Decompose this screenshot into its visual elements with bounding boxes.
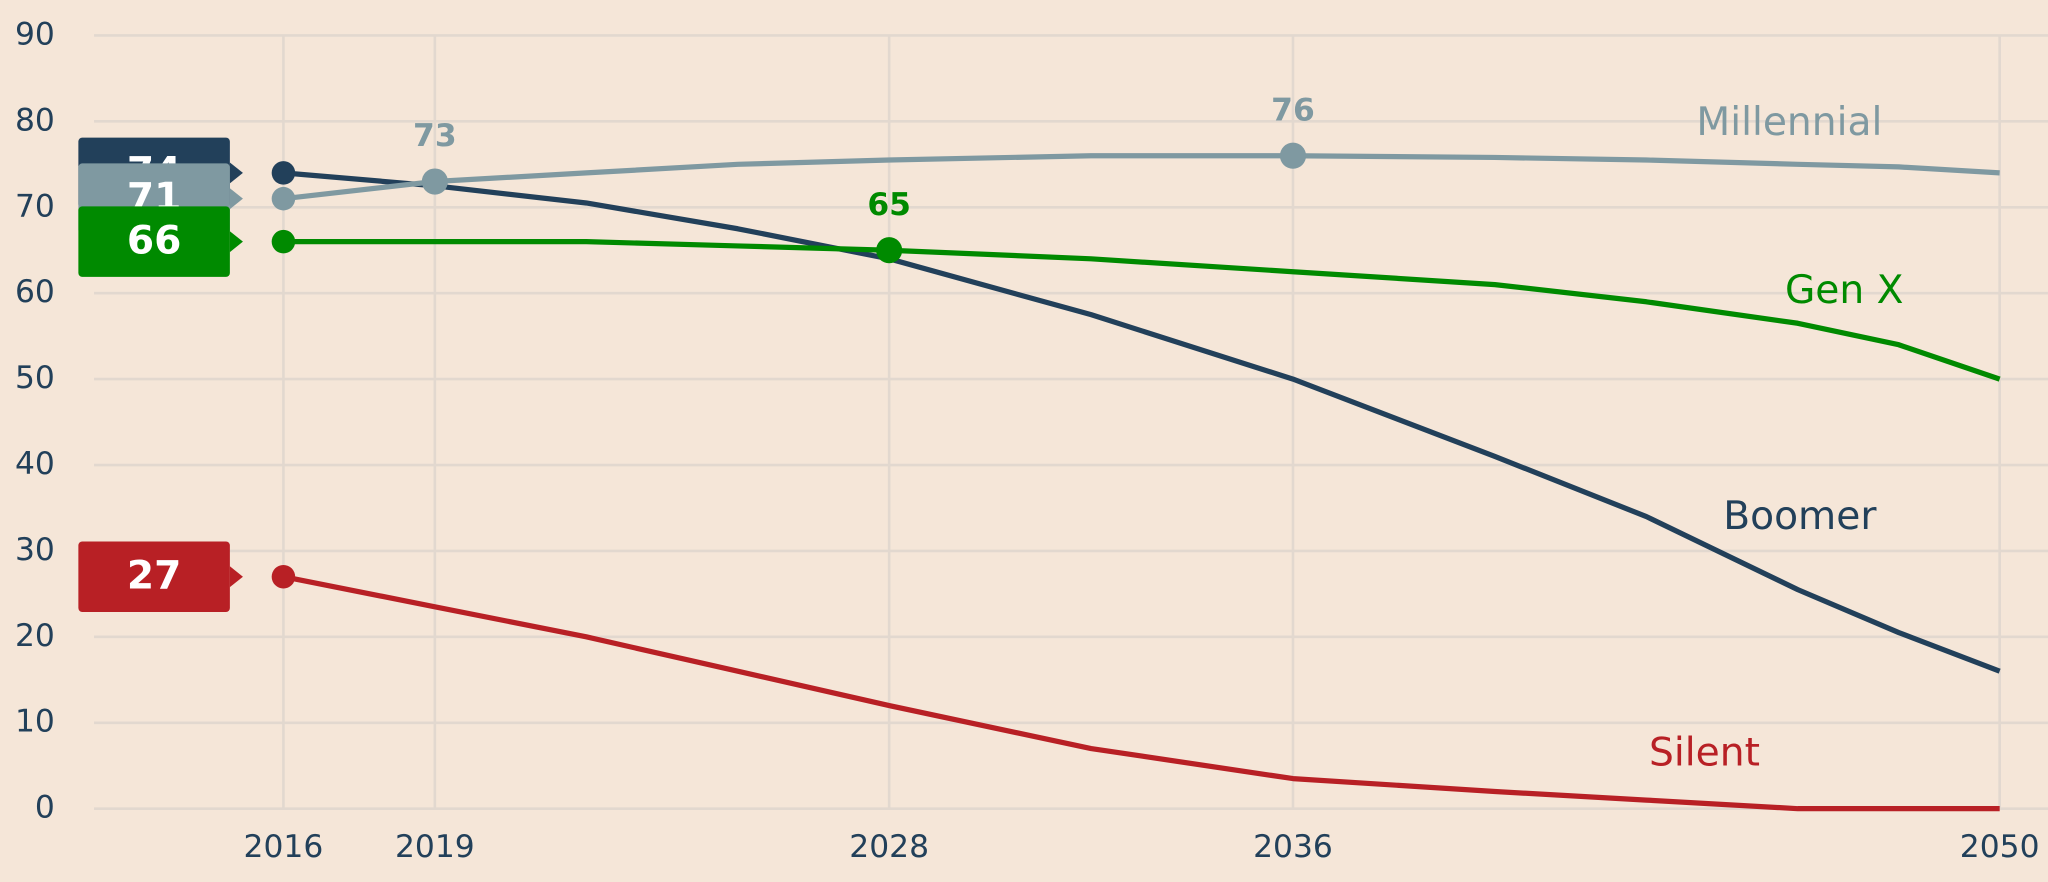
y-tick-label: 70 <box>15 188 55 224</box>
point-label: 76 <box>1271 92 1315 128</box>
point-label: 65 <box>867 187 911 223</box>
point-label: 73 <box>413 118 457 154</box>
y-tick-label: 20 <box>15 618 55 654</box>
point-marker <box>271 229 296 254</box>
x-tick-label: 2028 <box>849 829 929 865</box>
start-label-box <box>78 541 230 612</box>
y-tick-label: 60 <box>15 274 55 310</box>
series-line <box>282 574 2000 812</box>
series-line <box>283 170 2001 674</box>
start-label-arrow <box>229 162 243 184</box>
point-marker <box>271 186 296 211</box>
start-label-box <box>78 206 230 277</box>
series-label: Millennial <box>1696 100 1882 145</box>
point-marker <box>271 161 296 185</box>
start-label: 27 <box>127 554 182 599</box>
start-label-arrow <box>229 566 243 588</box>
y-tick-label: 50 <box>15 360 55 396</box>
series-line <box>283 239 2001 382</box>
point-marker <box>876 237 903 264</box>
x-tick-label: 2019 <box>395 829 475 865</box>
series-label: Silent <box>1649 731 1760 776</box>
x-tick-label: 2036 <box>1253 829 1333 865</box>
y-tick-label: 0 <box>35 790 55 826</box>
point-marker <box>271 564 296 589</box>
point-marker <box>1279 142 1307 169</box>
x-tick-label: 2016 <box>244 829 324 865</box>
series-label: Gen X <box>1785 268 1904 313</box>
point-marker <box>421 168 448 195</box>
y-tick-label: 10 <box>15 704 55 740</box>
x-tick-label: 2050 <box>1960 829 2040 865</box>
y-tick-label: 90 <box>15 16 55 52</box>
y-tick-label: 30 <box>15 532 55 568</box>
y-tick-label: 80 <box>15 102 55 138</box>
start-label: 66 <box>127 218 182 263</box>
y-tick-label: 40 <box>15 446 55 482</box>
series-label: Boomer <box>1723 494 1877 539</box>
start-label-arrow <box>229 231 243 253</box>
series-line <box>283 153 2000 202</box>
start-label-arrow <box>229 188 243 210</box>
